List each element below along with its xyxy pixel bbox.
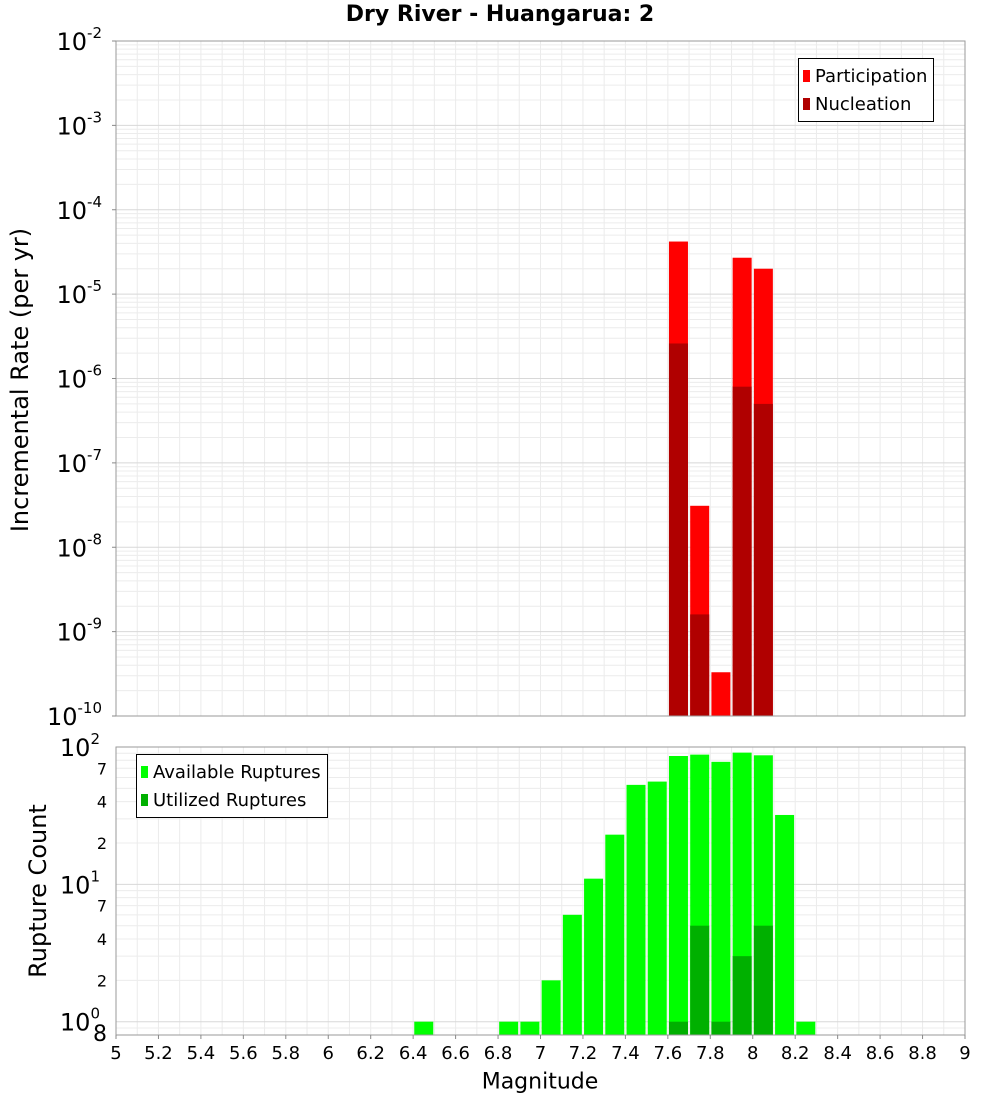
bottom-y-minor-tick-label: 2 xyxy=(97,971,107,990)
x-tick-label: 7.2 xyxy=(569,1043,598,1064)
legend-swatch-nucleation xyxy=(803,98,810,110)
top-y-tick-label: 10-8 xyxy=(56,530,102,562)
bottom-plot-bar-utilized-ruptures xyxy=(732,956,752,1035)
x-tick-label: 6.8 xyxy=(484,1043,513,1064)
bottom-plot-bar-available-ruptures xyxy=(520,1021,540,1035)
legend-label-participation: Participation xyxy=(815,65,928,87)
x-tick-label: 9 xyxy=(959,1043,970,1064)
x-tick-label: 5.6 xyxy=(229,1043,258,1064)
x-tick-label: 7.4 xyxy=(611,1043,640,1064)
bottom-legend: Available Ruptures Utilized Ruptures xyxy=(136,754,328,818)
top-y-tick-label: 10-4 xyxy=(56,193,102,225)
top-legend: Participation Nucleation xyxy=(798,58,935,122)
x-tick-label: 6.6 xyxy=(441,1043,470,1064)
x-tick-label: 5.2 xyxy=(144,1043,173,1064)
top-y-tick-label: 10-5 xyxy=(56,277,102,309)
legend-item-nucleation: Nucleation xyxy=(803,90,927,118)
legend-swatch-utilized xyxy=(141,794,148,806)
bottom-plot-bar-utilized-ruptures xyxy=(690,925,710,1035)
x-tick-label: 7.6 xyxy=(654,1043,683,1064)
bottom-y-major-tick-label: 100 xyxy=(60,1005,100,1037)
bottom-plot-bar-utilized-ruptures xyxy=(753,925,773,1035)
legend-item-utilized-ruptures: Utilized Ruptures xyxy=(141,786,321,814)
top-plot-bar-nucleation xyxy=(732,386,752,716)
top-y-tick-label: 10-2 xyxy=(56,24,102,56)
top-y-tick-label: 10-7 xyxy=(56,446,102,478)
x-tick-label: 7 xyxy=(535,1043,546,1064)
bottom-plot-bar-available-ruptures xyxy=(499,1021,519,1035)
legend-swatch-available xyxy=(141,766,148,778)
bottom-plot-bar-available-ruptures xyxy=(775,814,795,1035)
x-tick-label: 5.8 xyxy=(271,1043,300,1064)
bottom-plot-bar-utilized-ruptures xyxy=(668,1021,688,1035)
bottom-plot-bar-available-ruptures xyxy=(584,878,604,1035)
top-plot-bar-nucleation xyxy=(753,403,773,716)
x-tick-label: 7.8 xyxy=(696,1043,725,1064)
bottom-y-minor-tick-label: 7 xyxy=(97,897,107,916)
legend-label-available: Available Ruptures xyxy=(153,761,321,783)
x-tick-label: 8.4 xyxy=(823,1043,852,1064)
legend-label-nucleation: Nucleation xyxy=(815,93,912,115)
x-tick-label: 8.6 xyxy=(866,1043,895,1064)
chart-title: Dry River - Huangarua: 2 xyxy=(345,2,655,27)
legend-item-available-ruptures: Available Ruptures xyxy=(141,758,321,786)
top-plot-bar-participation xyxy=(711,672,731,716)
legend-label-utilized: Utilized Ruptures xyxy=(153,789,307,811)
bottom-plot-bar-available-ruptures xyxy=(711,761,731,1035)
top-y-tick-label: 10-3 xyxy=(56,108,102,140)
x-tick-label: 8 xyxy=(747,1043,758,1064)
x-axis-label: Magnitude xyxy=(481,1069,599,1095)
bottom-plot-bar-available-ruptures xyxy=(541,980,561,1035)
top-plot-bar-nucleation xyxy=(690,614,710,716)
x-tick-label: 8.8 xyxy=(908,1043,937,1064)
bottom-y-minor-tick-label: 7 xyxy=(97,759,107,778)
top-plot-bar-nucleation xyxy=(668,343,688,716)
bottom-plot-bar-available-ruptures xyxy=(562,914,582,1035)
x-tick-label: 6.2 xyxy=(356,1043,385,1064)
bottom-y-major-tick-label: 101 xyxy=(60,867,100,899)
legend-swatch-participation xyxy=(803,70,810,82)
bottom-plot-bar-available-ruptures xyxy=(605,834,625,1035)
bottom-y-minor-tick-label: 8 xyxy=(93,1022,107,1047)
bottom-plot-bar-utilized-ruptures xyxy=(711,1021,731,1035)
legend-item-participation: Participation xyxy=(803,62,927,90)
bottom-plot-bar-available-ruptures xyxy=(626,784,646,1035)
bottom-y-minor-tick-label: 4 xyxy=(97,930,107,949)
x-tick-label: 6.4 xyxy=(399,1043,428,1064)
bottom-plot-bar-available-ruptures xyxy=(647,781,667,1035)
top-y-tick-label: 10-9 xyxy=(56,615,102,647)
bottom-y-major-tick-label: 102 xyxy=(60,730,100,762)
x-tick-label: 8.2 xyxy=(781,1043,810,1064)
bottom-y-minor-tick-label: 4 xyxy=(97,793,107,812)
bottom-plot-bar-available-ruptures xyxy=(414,1021,434,1035)
bottom-plot-bar-available-ruptures xyxy=(668,755,688,1035)
x-tick-label: 5 xyxy=(110,1043,121,1064)
bottom-y-minor-tick-label: 2 xyxy=(97,834,107,853)
bottom-plot-bar-available-ruptures xyxy=(796,1021,816,1035)
top-y-tick-label: 10-10 xyxy=(47,699,102,731)
x-tick-label: 6 xyxy=(323,1043,334,1064)
top-y-tick-label: 10-6 xyxy=(56,362,102,394)
x-tick-label: 5.4 xyxy=(187,1043,216,1064)
